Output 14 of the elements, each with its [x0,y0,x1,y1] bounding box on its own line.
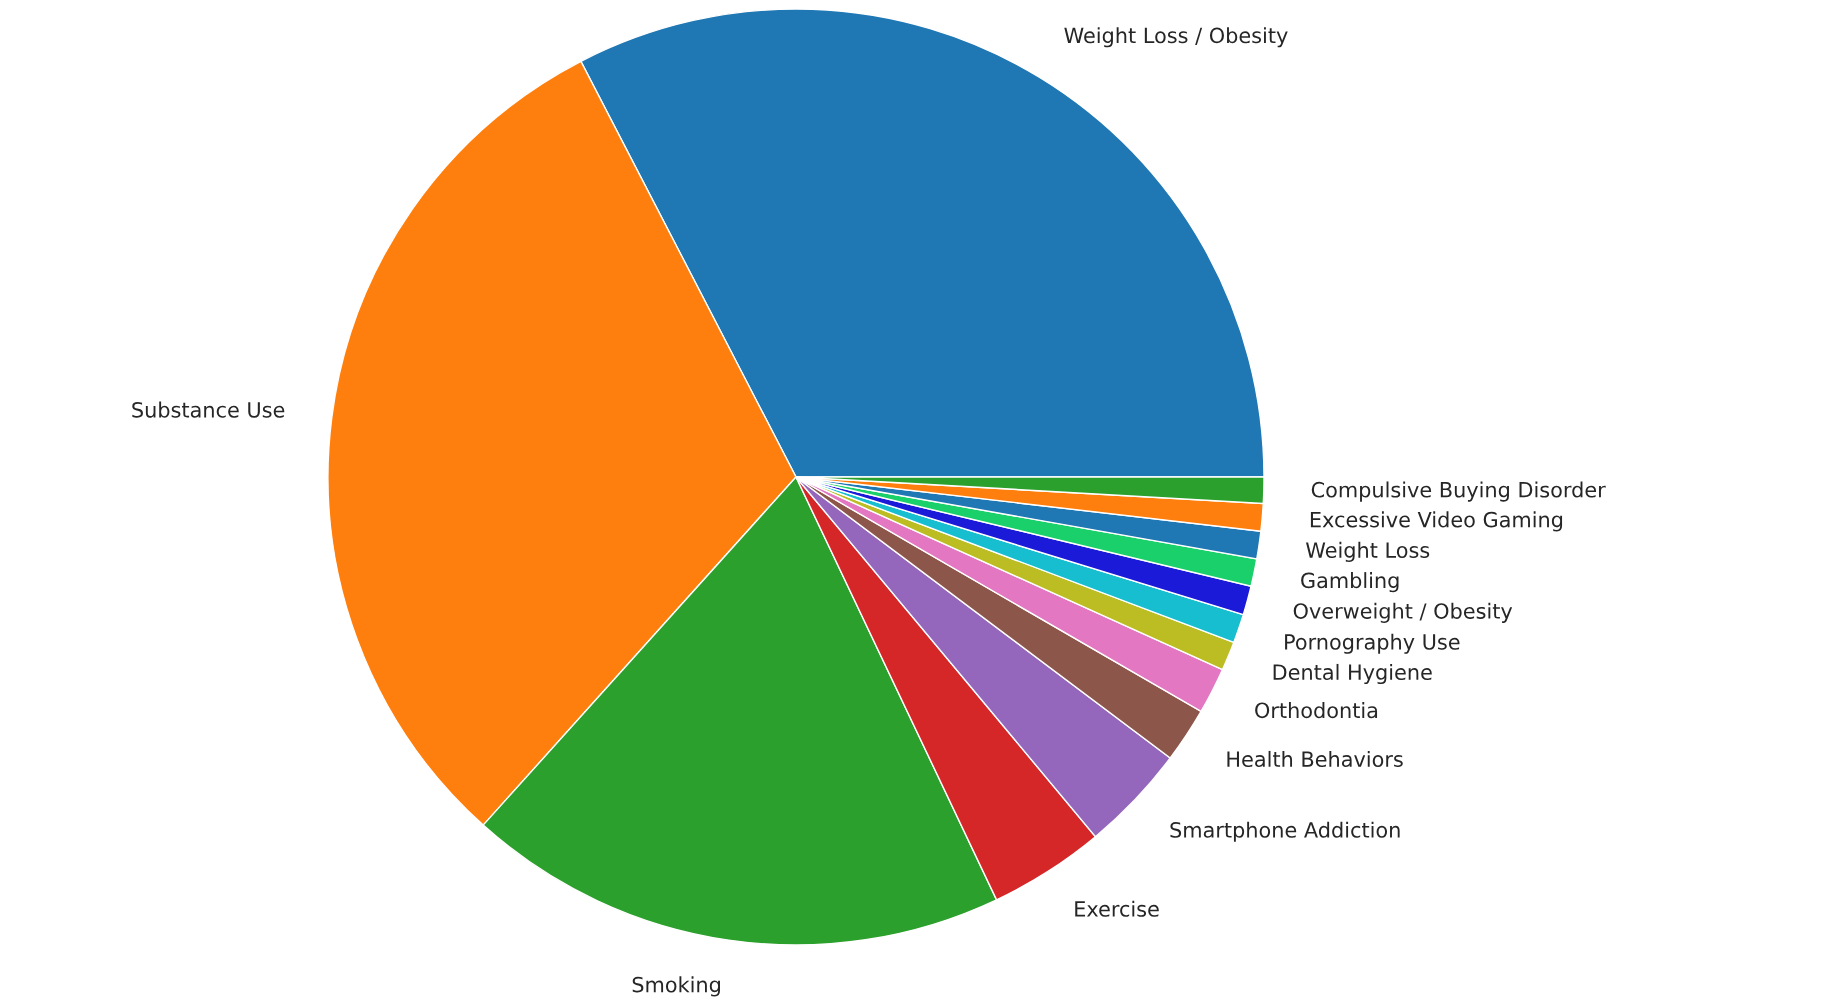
slice-label: Substance Use [132,401,285,418]
slice-label: Gambling [1301,572,1399,593]
slice-label: Exercise [1075,900,1159,917]
slice-label: Smartphone Addiction [1170,821,1400,842]
slice-label: Dental Hygiene [1273,663,1432,685]
slice-label: Pornography Use [1285,633,1460,654]
slice-label: Weight Loss / Obesity [1064,27,1288,48]
slice-label: Orthodontia [1255,702,1378,719]
slice-label: Smoking [632,976,720,997]
slice-label: Health Behaviors [1227,750,1403,768]
slice-label: Weight Loss [1306,541,1430,563]
slice-label: Compulsive Buying Disorder [1311,481,1606,502]
slice-label: Excessive Video Gaming [1310,511,1563,532]
slice-label: Overweight / Obesity [1293,602,1513,623]
